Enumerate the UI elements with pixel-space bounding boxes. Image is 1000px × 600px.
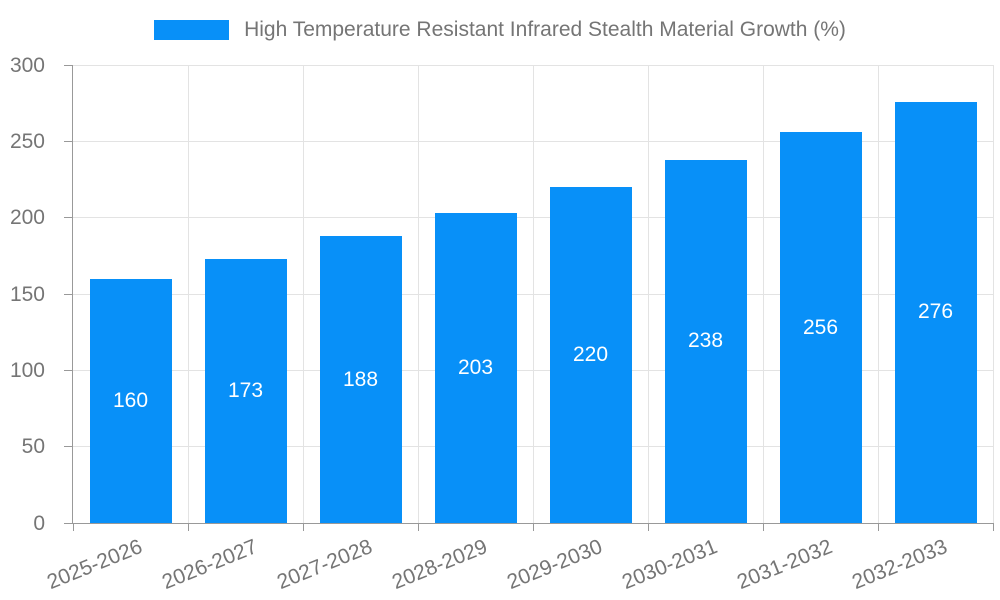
y-axis-line: [72, 65, 73, 523]
bar-value-label: 173: [227, 378, 264, 402]
y-tick-label: 100: [9, 358, 45, 382]
bar: 173: [204, 258, 287, 523]
x-tick-mark: [72, 523, 74, 531]
v-gridline: [877, 65, 879, 523]
y-tick-mark: [64, 522, 72, 524]
v-gridline: [302, 65, 304, 523]
y-tick-mark: [64, 140, 72, 142]
y-tick-label: 200: [9, 206, 45, 230]
bar-value-label: 203: [457, 356, 494, 380]
x-tick-mark: [647, 523, 649, 531]
y-tick-mark: [64, 446, 72, 448]
v-gridline: [647, 65, 649, 523]
x-axis-label: 2031-2032: [733, 535, 836, 594]
plot-area: 0 50 100 150 200 250 300 160 2025-2026 173 2026-20…: [10, 55, 994, 594]
v-gridline: [992, 65, 994, 523]
y-tick-mark: [64, 293, 72, 295]
x-axis-label: 2028-2029: [388, 535, 491, 594]
bar-value-label: 188: [342, 367, 379, 391]
bar-value-label: 160: [112, 388, 149, 412]
bar-value-label: 256: [802, 315, 839, 339]
x-tick-mark: [302, 523, 304, 531]
v-gridline: [532, 65, 534, 523]
bar-value-label: 238: [687, 329, 724, 353]
x-tick-mark: [992, 523, 994, 531]
x-axis-label: 2030-2031: [618, 535, 721, 594]
bar: 160: [89, 278, 172, 523]
bar-value-label: 220: [572, 343, 609, 367]
x-tick-mark: [417, 523, 419, 531]
y-tick-label: 250: [9, 129, 45, 153]
y-tick-label: 50: [21, 435, 45, 459]
v-gridline: [187, 65, 189, 523]
legend[interactable]: High Temperature Resistant Infrared Stea…: [0, 18, 1000, 42]
v-gridline: [762, 65, 764, 523]
y-tick-mark: [64, 64, 72, 66]
x-axis-label: 2025-2026: [43, 535, 146, 594]
bar: 256: [779, 132, 862, 523]
v-gridline: [417, 65, 419, 523]
x-axis-label: 2027-2028: [273, 535, 376, 594]
bar: 238: [664, 159, 747, 523]
x-tick-mark: [877, 523, 879, 531]
x-axis-label: 2029-2030: [503, 535, 606, 594]
y-tick-label: 150: [9, 282, 45, 306]
bar: 203: [434, 213, 517, 523]
y-tick-label: 0: [33, 511, 45, 535]
bar: 188: [319, 236, 402, 523]
legend-swatch[interactable]: [154, 20, 230, 40]
x-axis-label: 2032-2033: [848, 535, 951, 594]
x-axis-label: 2026-2027: [158, 535, 261, 594]
x-tick-mark: [762, 523, 764, 531]
x-tick-mark: [532, 523, 534, 531]
bar-value-label: 276: [917, 300, 954, 324]
bar: 276: [894, 101, 977, 523]
y-tick-mark: [64, 217, 72, 219]
legend-label[interactable]: High Temperature Resistant Infrared Stea…: [244, 18, 846, 41]
bar: 220: [549, 187, 632, 523]
y-tick-label: 300: [9, 53, 45, 77]
x-tick-mark: [187, 523, 189, 531]
y-tick-mark: [64, 369, 72, 371]
